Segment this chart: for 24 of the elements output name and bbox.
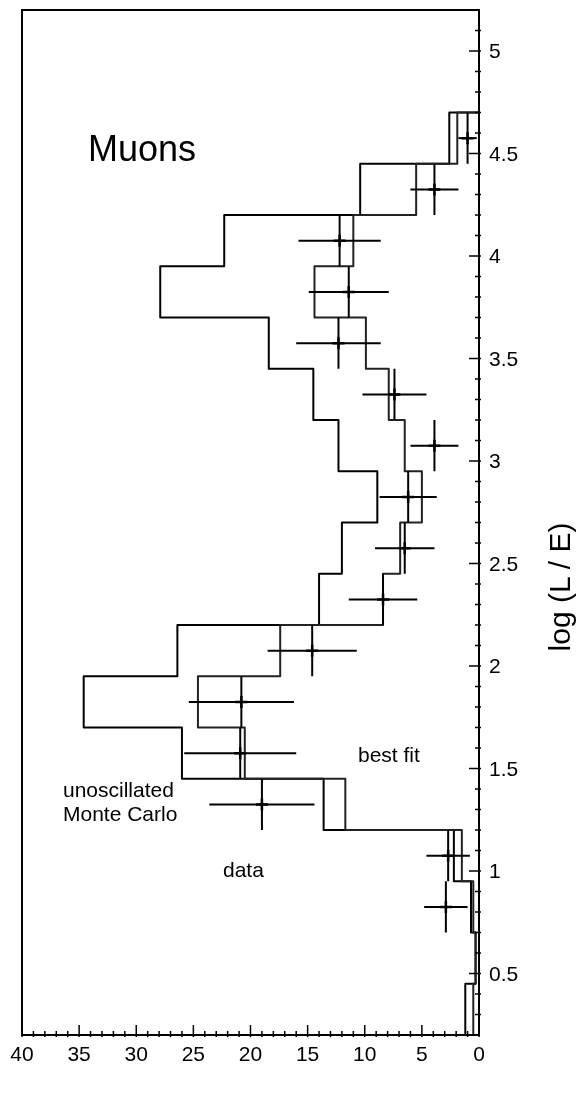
y-tick-label: 4 xyxy=(489,244,501,267)
annotation: data xyxy=(223,858,264,883)
y-tick-label: 1 xyxy=(489,859,501,882)
y-tick-label: 1.5 xyxy=(489,756,519,780)
x-tick-label: 25 xyxy=(181,1042,206,1065)
y-tick-label: 0.5 xyxy=(489,961,519,985)
y-tick-label: 2 xyxy=(489,654,501,677)
x-tick-label: 20 xyxy=(238,1042,263,1065)
y-tick-label: 3 xyxy=(489,449,501,472)
x-tick-label: 35 xyxy=(67,1042,91,1065)
y-tick-label: 3.5 xyxy=(489,346,519,370)
x-tick-label: 30 xyxy=(124,1042,148,1065)
x-tick-label: 0 xyxy=(473,1042,485,1065)
annotation: Muons xyxy=(88,128,197,170)
y-tick-label: 2.5 xyxy=(489,551,519,575)
annotation: best fit xyxy=(358,743,420,768)
y-tick-label: 4.5 xyxy=(489,141,519,165)
annotation: unoscillated Monte Carlo xyxy=(63,778,179,827)
y-tick-label: 5 xyxy=(489,39,501,62)
x-tick-label: 40 xyxy=(10,1042,34,1065)
y-axis-title: log (L / E) xyxy=(542,522,576,652)
x-tick-label: 5 xyxy=(416,1042,428,1065)
x-tick-label: 15 xyxy=(295,1042,320,1065)
x-tick-label: 10 xyxy=(353,1042,377,1065)
